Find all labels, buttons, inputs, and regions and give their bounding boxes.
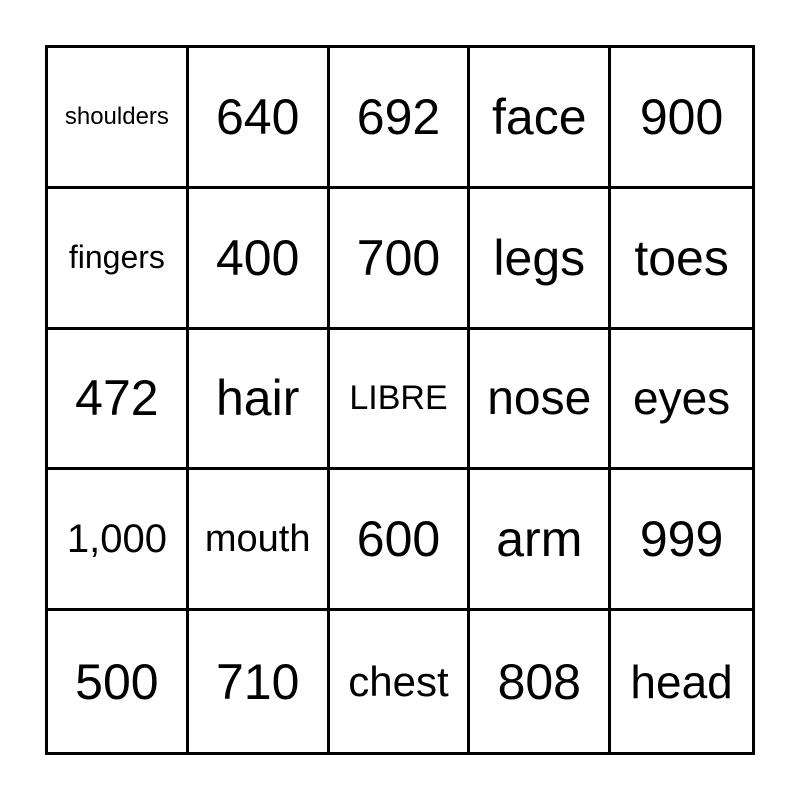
bingo-cell[interactable]: toes (611, 189, 752, 330)
bingo-cell[interactable]: 500 (48, 611, 189, 752)
bingo-cell[interactable]: face (470, 48, 612, 189)
bingo-cell[interactable]: chest (330, 611, 471, 752)
bingo-card: shoulders 640 692 face 900 fingers 400 700 legs t… (45, 45, 755, 755)
bingo-cell[interactable]: head (630, 655, 733, 708)
bingo-cell[interactable]: 640 (188, 48, 330, 189)
bingo-cell[interactable]: 700 (329, 188, 471, 330)
bingo-cell[interactable]: eyes (611, 330, 752, 471)
bingo-cell[interactable]: 400 (188, 188, 330, 330)
bingo-cell[interactable]: 710 (189, 611, 330, 752)
bingo-cell[interactable]: shoulders (48, 48, 189, 189)
bingo-cell[interactable]: 900 (611, 48, 752, 189)
bingo-cell[interactable]: 1,000 (48, 470, 189, 612)
bingo-cell[interactable]: 600 (329, 470, 471, 612)
bingo-cell[interactable]: mouth (188, 470, 330, 612)
bingo-cell[interactable]: legs (470, 188, 612, 330)
bingo-cell[interactable]: 999 (611, 470, 752, 612)
bingo-cell[interactable]: 808 (470, 611, 612, 752)
bingo-cell[interactable]: hair (188, 329, 330, 471)
bingo-cell[interactable]: nose (470, 329, 612, 471)
bingo-free-cell[interactable]: LIBRE (329, 329, 471, 471)
bingo-cell[interactable]: fingers (48, 188, 189, 330)
bingo-cell[interactable]: arm (470, 470, 612, 612)
bingo-cell[interactable]: 472 (48, 329, 189, 471)
bingo-cell[interactable]: 692 (329, 48, 471, 189)
